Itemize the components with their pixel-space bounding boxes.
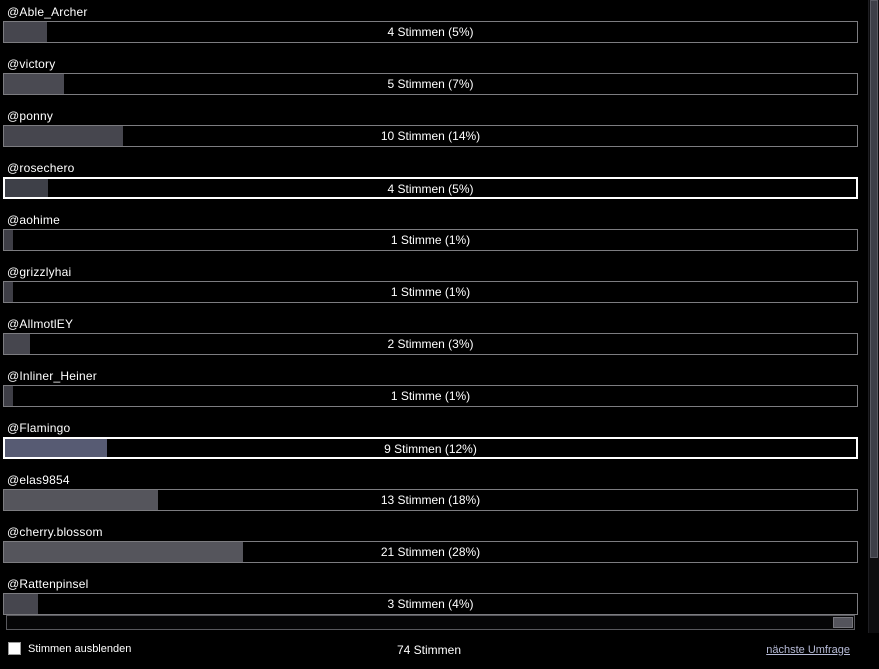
bar-fill	[4, 74, 64, 94]
bar-fill	[5, 179, 48, 197]
poll-option-row: @AllmotlEY 2 Stimmen (3%)	[3, 317, 858, 355]
bar-fill	[4, 230, 13, 250]
vote-bar[interactable]: 10 Stimmen (14%)	[3, 125, 858, 147]
vote-count-label: 13 Stimmen (18%)	[380, 493, 481, 507]
vote-count-label: 1 Stimme (1%)	[390, 389, 471, 403]
bar-fill	[4, 22, 47, 42]
next-poll-link[interactable]: nächste Umfrage	[766, 644, 850, 656]
option-username-label: @AllmotlEY	[7, 317, 74, 331]
vote-count-label: 9 Stimmen (12%)	[384, 442, 477, 456]
hide-votes-control[interactable]: Stimmen ausblenden	[8, 642, 131, 655]
vote-count-label: 1 Stimme (1%)	[390, 233, 471, 247]
option-username-label: @ponny	[7, 109, 54, 123]
vote-count-label: 4 Stimmen (5%)	[387, 25, 474, 39]
hide-votes-label: Stimmen ausblenden	[28, 642, 132, 655]
vote-bar[interactable]: 1 Stimme (1%)	[3, 281, 858, 303]
option-username-label: @cherry.blossom	[7, 525, 103, 539]
total-votes-label: 74 Stimmen	[396, 643, 462, 657]
vote-count-label: 2 Stimmen (3%)	[387, 337, 474, 351]
hide-votes-checkbox[interactable]	[8, 642, 21, 655]
poll-option-row: @rosechero 4 Stimmen (5%)	[3, 161, 858, 199]
vote-count-label: 4 Stimmen (5%)	[387, 182, 474, 196]
option-username-label: @elas9854	[7, 473, 70, 487]
poll-option-row: @ponny 10 Stimmen (14%)	[3, 109, 858, 147]
option-username-label: @grizzlyhai	[7, 265, 72, 279]
option-username-label: @Inliner_Heiner	[7, 369, 97, 383]
vote-bar[interactable]: 13 Stimmen (18%)	[3, 489, 858, 511]
horizontal-scrollbar-thumb[interactable]	[833, 617, 853, 628]
bar-fill	[4, 542, 243, 562]
option-username-label: @Able_Archer	[7, 5, 88, 19]
horizontal-scrollbar-track[interactable]	[6, 615, 855, 630]
vote-count-label: 10 Stimmen (14%)	[380, 129, 481, 143]
poll-option-row: @victory 5 Stimmen (7%)	[3, 57, 858, 95]
vote-bar[interactable]: 1 Stimme (1%)	[3, 229, 858, 251]
bar-fill	[4, 282, 13, 302]
vote-bar[interactable]: 4 Stimmen (5%)	[3, 177, 858, 199]
vote-count-label: 3 Stimmen (4%)	[387, 597, 474, 611]
vertical-scrollbar-track[interactable]	[868, 0, 879, 633]
bar-fill	[4, 334, 30, 354]
poll-option-row: @Inliner_Heiner 1 Stimme (1%)	[3, 369, 858, 407]
vote-bar[interactable]: 4 Stimmen (5%)	[3, 21, 858, 43]
poll-option-row: @grizzlyhai 1 Stimme (1%)	[3, 265, 858, 303]
poll-option-row: @Able_Archer 4 Stimmen (5%)	[3, 5, 858, 43]
vote-count-label: 21 Stimmen (28%)	[380, 545, 481, 559]
vote-bar[interactable]: 9 Stimmen (12%)	[3, 437, 858, 459]
poll-results-list: @Able_Archer 4 Stimmen (5%) @victory 5 S…	[3, 0, 858, 629]
vote-bar[interactable]: 1 Stimme (1%)	[3, 385, 858, 407]
vote-bar[interactable]: 3 Stimmen (4%)	[3, 593, 858, 615]
vote-bar[interactable]: 5 Stimmen (7%)	[3, 73, 858, 95]
option-username-label: @aohime	[7, 213, 60, 227]
bar-fill	[4, 386, 13, 406]
option-username-label: @rosechero	[7, 161, 75, 175]
poll-option-row: @cherry.blossom 21 Stimmen (28%)	[3, 525, 858, 563]
bar-fill	[5, 439, 108, 457]
vote-count-label: 1 Stimme (1%)	[390, 285, 471, 299]
footer-bar: Stimmen ausblenden 74 Stimmen nächste Um…	[0, 635, 879, 669]
vote-count-label: 5 Stimmen (7%)	[387, 77, 474, 91]
vote-bar[interactable]: 2 Stimmen (3%)	[3, 333, 858, 355]
vertical-scrollbar-thumb[interactable]	[870, 0, 878, 558]
bar-fill	[4, 594, 39, 614]
bar-fill	[4, 126, 124, 146]
poll-option-row: @Flamingo 9 Stimmen (12%)	[3, 421, 858, 459]
poll-option-row: @aohime 1 Stimme (1%)	[3, 213, 858, 251]
option-username-label: @Rattenpinsel	[7, 577, 89, 591]
option-username-label: @Flamingo	[7, 421, 71, 435]
option-username-label: @victory	[7, 57, 56, 71]
poll-option-row: @elas9854 13 Stimmen (18%)	[3, 473, 858, 511]
poll-option-row: @Rattenpinsel 3 Stimmen (4%)	[3, 577, 858, 615]
vote-bar[interactable]: 21 Stimmen (28%)	[3, 541, 858, 563]
bar-fill	[4, 490, 158, 510]
